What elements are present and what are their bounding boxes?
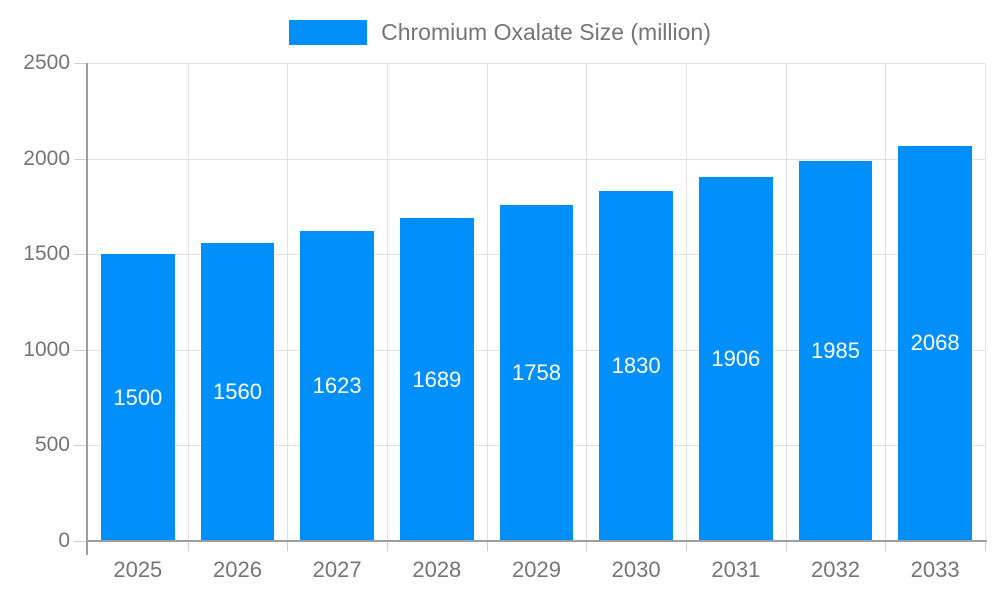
gridline-vertical [486, 63, 488, 541]
y-axis-tick-label: 500 [34, 433, 70, 457]
gridline-vertical [287, 63, 289, 541]
x-tick [885, 542, 887, 551]
y-axis-tick-label: 2000 [23, 146, 70, 170]
y-axis-tick-label: 0 [58, 529, 70, 552]
x-tick [486, 542, 488, 551]
bar-value-label: 2068 [910, 330, 960, 356]
gridline-vertical [985, 63, 986, 541]
gridline-vertical [586, 63, 588, 541]
x-axis-labels: 2025 2026 2027 2028 2029 2030 2031 2032 2033 [88, 557, 985, 587]
x-axis-tick-label: 2029 [512, 557, 561, 582]
x-axis-tick-label: 2032 [811, 557, 860, 582]
x-axis-line [86, 540, 987, 542]
bar-2027[interactable]: 1623 [300, 230, 375, 541]
bar-value-label: 1623 [312, 372, 362, 398]
bar-value-label: 1985 [811, 338, 860, 364]
bar-2030[interactable]: 1830 [599, 191, 674, 541]
bar-value-label: 1500 [113, 384, 163, 410]
bar-2032[interactable]: 1985 [798, 161, 873, 541]
x-axis-tick-label: 2028 [412, 557, 462, 582]
y-axis-tick-label: 1000 [23, 337, 70, 361]
x-axis-tick-label: 2025 [113, 557, 163, 582]
legend-swatch [289, 20, 368, 45]
bar-2026[interactable]: 1560 [200, 242, 275, 541]
x-tick [386, 542, 388, 551]
bar-2031[interactable]: 1906 [698, 176, 773, 541]
bar-value-label: 1758 [512, 359, 561, 385]
y-axis-tick-label: 2500 [23, 51, 70, 74]
bar-value-label: 1560 [213, 378, 262, 404]
gridline-vertical [685, 63, 687, 541]
x-tick [287, 542, 289, 551]
bar-value-label: 1906 [711, 345, 761, 371]
x-axis-ticks [88, 542, 986, 552]
y-tick [74, 349, 86, 351]
x-axis-tick-label: 2027 [312, 557, 362, 582]
legend-label: Chromium Oxalate Size (million) [381, 19, 711, 45]
x-axis-tick-label: 2031 [711, 557, 761, 582]
bar-2033[interactable]: 2068 [898, 145, 973, 541]
plot-area: 1500 1560 1623 1689 1758 1830 1906 1985 2068 [88, 63, 986, 541]
y-tick [74, 63, 86, 64]
y-axis-line [86, 63, 88, 555]
x-tick [187, 542, 189, 551]
y-axis-ticks [74, 63, 86, 542]
y-tick [74, 158, 86, 160]
gridline-vertical [885, 63, 887, 541]
x-axis-tick-label: 2030 [611, 557, 661, 582]
x-tick [685, 542, 687, 551]
x-axis-tick-label: 2033 [910, 557, 960, 582]
gridline-vertical [187, 63, 189, 541]
bar-value-label: 1689 [412, 366, 462, 392]
x-tick [785, 542, 787, 551]
gridline-horizontal [88, 63, 985, 64]
gridline-vertical [386, 63, 388, 541]
bar-2025[interactable]: 1500 [100, 254, 175, 541]
legend[interactable]: Chromium Oxalate Size (million) [0, 19, 1000, 46]
x-axis-tick-label: 2026 [213, 557, 262, 582]
y-axis-labels: 0 500 1000 1500 2000 2500 [0, 51, 70, 552]
bar-value-label: 1830 [611, 353, 661, 379]
bar-2029[interactable]: 1758 [499, 204, 574, 541]
y-tick [74, 445, 86, 447]
y-axis-tick-label: 1500 [23, 242, 70, 266]
x-tick [586, 542, 588, 551]
gridline-vertical [785, 63, 787, 541]
y-tick [74, 254, 86, 256]
gridline-horizontal [88, 158, 985, 160]
y-tick [74, 541, 86, 542]
bar-2028[interactable]: 1689 [399, 218, 474, 541]
x-tick [985, 542, 986, 551]
